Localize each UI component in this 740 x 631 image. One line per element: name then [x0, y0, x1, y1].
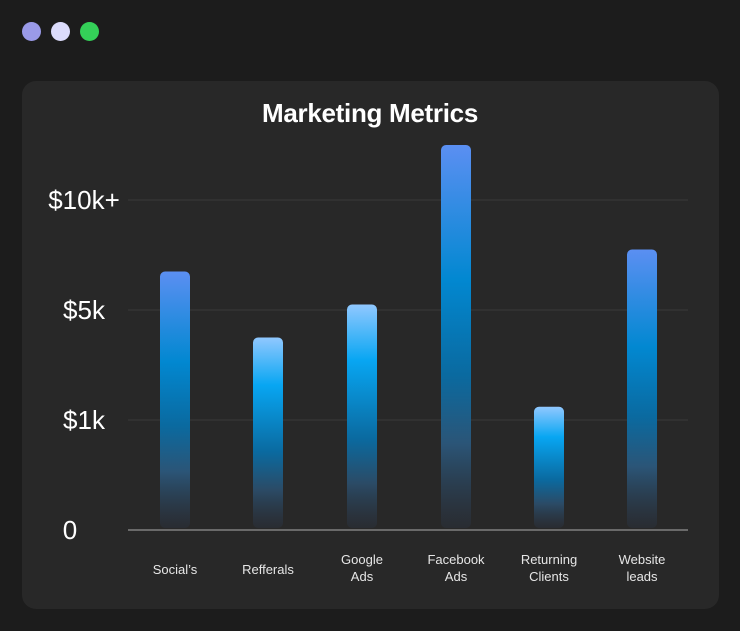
bar[interactable]	[534, 406, 564, 528]
window-dot-purple[interactable]	[22, 22, 41, 41]
window-dot-green[interactable]	[80, 22, 99, 41]
y-tick-label: $10k+	[48, 185, 120, 215]
y-tick-label: 0	[63, 515, 77, 545]
y-tick-label: $1k	[63, 405, 106, 435]
bar[interactable]	[160, 271, 190, 529]
bar[interactable]	[347, 304, 377, 529]
x-tick-label: Returning Clients	[520, 552, 578, 584]
window-dot-lavender[interactable]	[51, 22, 70, 41]
x-tick-label: Website leads	[618, 552, 666, 584]
chart-title: Marketing Metrics	[262, 98, 478, 128]
y-tick-label: $5k	[63, 295, 106, 325]
bar[interactable]	[253, 337, 283, 529]
bar[interactable]	[441, 145, 471, 528]
x-tick-label: Refferals	[242, 562, 294, 577]
x-tick-label: Social’s	[152, 562, 198, 577]
bar[interactable]	[627, 249, 657, 529]
x-tick-label: Facebook Ads	[427, 552, 485, 584]
x-tick-label: Google Ads	[341, 552, 383, 584]
